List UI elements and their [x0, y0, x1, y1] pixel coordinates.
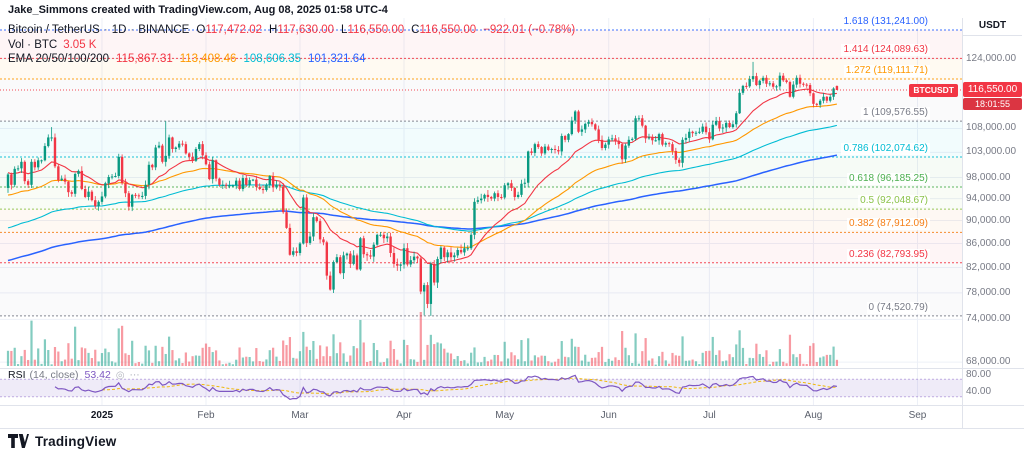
fib-level-label[interactable]: 0.786 (102,074.62) [841, 142, 930, 155]
time-axis-label: Jul [702, 410, 716, 421]
ohlc-values: O117,472.02 H117,630.00 L116,550.00 C116,55… [189, 24, 476, 36]
time-axis-label: Apr [396, 410, 412, 421]
volume-value: 3.05 K [63, 38, 97, 51]
ema-value: 108,606.35 [243, 53, 301, 65]
volume-label[interactable]: Vol · BTC [8, 38, 58, 51]
ohlc-letter: L [341, 24, 348, 36]
rsi-params: (14, close) [29, 369, 79, 381]
current-price-badge: 116,550.00 18:01:55 [963, 82, 1022, 110]
ema-value: 101,321.64 [308, 53, 366, 65]
time-axis-label: Jun [600, 410, 617, 421]
rsi-legend: RSI (14, close) 53.42 ◎ ⋯ [8, 369, 140, 381]
ohlc-value: 117,472.02 [205, 24, 263, 36]
ohlc-letter: C [411, 24, 420, 36]
symbol-legend-row: Bitcoin / TetherUS · 1D · BINANCE O117,472.02… [8, 23, 575, 38]
ohlc-value: 116,550.00 [419, 24, 477, 36]
axis-currency-label: USDT [963, 20, 1022, 36]
price-axis-label: 78,000.00 [966, 286, 1011, 298]
price-change: −922.01 (−0.78%) [483, 24, 576, 36]
time-axis-label: Aug [804, 410, 823, 421]
time-axis-label: Sep [908, 410, 927, 421]
ema-value: 113,408.46 [179, 53, 237, 65]
price-axis-label: 68,000.00 [966, 356, 1011, 368]
price-chart-canvas[interactable] [0, 0, 962, 406]
current-price-value: 116,550.00 [963, 82, 1022, 97]
eye-icon[interactable]: ◎ [115, 370, 125, 381]
price-axis-label: 82,000.00 [966, 261, 1011, 273]
bar-close-countdown: 18:01:55 [963, 98, 1022, 110]
bottom-bar: TradingView [0, 428, 1024, 454]
time-axis-label: 2025 [90, 410, 114, 421]
more-options-icon[interactable]: ⋯ [129, 370, 140, 381]
fib-level-label[interactable]: 0.5 (92,048.67) [858, 195, 930, 208]
time-axis-label: Mar [291, 410, 309, 421]
fib-level-label[interactable]: 1.618 (131,241.00) [841, 16, 930, 29]
fib-level-label[interactable]: 1.414 (124,089.63) [841, 44, 930, 57]
rsi-value: 53.42 [84, 369, 111, 381]
fib-level-label[interactable]: 0.382 (87,912.09) [847, 218, 930, 231]
ema-value: 115,867.31 [116, 53, 173, 65]
ohlc-value: 116,550.00 [347, 24, 405, 36]
price-axis-label: 74,000.00 [966, 313, 1011, 325]
attribution-text: Jake_Simmons created with TradingView.co… [8, 4, 388, 16]
ohlc-letter: H [269, 24, 278, 36]
price-axis-label: 86,000.00 [966, 237, 1011, 249]
price-axis-label: 124,000.00 [966, 52, 1017, 64]
tradingview-logo[interactable] [8, 434, 29, 449]
volume-legend-row: Vol · BTC 3.05 K [8, 38, 575, 53]
rsi-axis-label: 40.00 [966, 386, 992, 398]
time-axis-label: Feb [197, 410, 215, 421]
price-axis-border [962, 18, 963, 428]
symbol-title[interactable]: Bitcoin / TetherUS [8, 24, 100, 36]
fib-level-label[interactable]: 1 (109,576.55) [860, 107, 930, 120]
time-axis-separator [0, 405, 1024, 406]
fib-level-label[interactable]: 1.272 (119,111.71) [843, 65, 930, 78]
rsi-title[interactable]: RSI [8, 369, 26, 381]
ohlc-value: 117,630.00 [277, 24, 335, 36]
ema-values: 115,867.31 113,408.46 108,606.35 101,321.64 [109, 53, 366, 65]
fib-level-label[interactable]: 0 (74,520.79) [866, 301, 930, 314]
price-axis-label: 94,000.00 [966, 192, 1011, 204]
time-axis-label: May [495, 410, 515, 421]
price-axis-label: 90,000.00 [966, 214, 1011, 226]
ohlc-letter: O [196, 24, 206, 36]
ema-legend-row: EMA 20/50/100/200 115,867.31 113,408.46 108… [8, 52, 575, 67]
price-axis-label: 103,000.00 [966, 146, 1017, 158]
separator-dot: · [130, 24, 135, 36]
price-axis-label: 108,000.00 [966, 122, 1017, 134]
separator-dot: · [103, 24, 108, 36]
fib-level-label[interactable]: 0.618 (96,185.25) [847, 172, 930, 185]
pane-separator[interactable] [0, 368, 1024, 369]
tradingview-wordmark[interactable]: TradingView [35, 434, 117, 449]
rsi-axis-label: 80.00 [966, 368, 992, 380]
ema-label[interactable]: EMA 20/50/100/200 [8, 53, 110, 65]
price-axis-label: 98,000.00 [966, 171, 1011, 183]
interval-label[interactable]: 1D [111, 24, 127, 36]
exchange-label: BINANCE [138, 24, 190, 36]
fib-level-label[interactable]: 0.236 (82,793.95) [847, 248, 930, 261]
price-line-symbol-label: BTCUSDT [909, 84, 958, 97]
chart-legend: Bitcoin / TetherUS · 1D · BINANCE O117,472.02… [8, 23, 575, 67]
